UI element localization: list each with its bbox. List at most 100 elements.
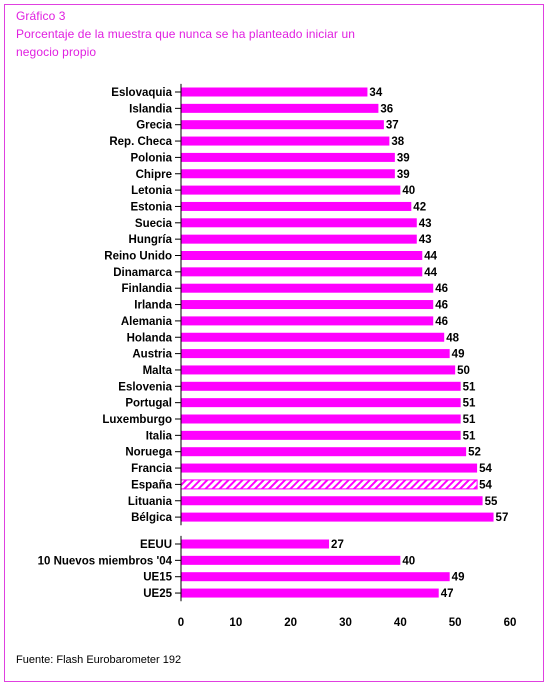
bar-italia (181, 430, 461, 440)
bar-grecia (181, 120, 384, 130)
category-label-hungria: Hungría (129, 234, 173, 246)
bar-francia (181, 463, 478, 473)
x-tick-label-0: 0 (178, 617, 184, 629)
category-label-malta: Malta (143, 365, 173, 377)
category-label-lituania: Lituania (128, 496, 173, 508)
value-label-chipre: 39 (397, 169, 410, 181)
x-tick-label-50: 50 (449, 617, 462, 629)
category-label-noruega: Noruega (125, 447, 172, 459)
category-label-grecia: Grecia (136, 120, 172, 132)
bar-eeuu (181, 539, 330, 549)
chart-title-line-1: Porcentaje de la muestra que nunca se ha… (16, 27, 355, 41)
bar-suecia (181, 218, 417, 228)
x-tick-label-60: 60 (504, 617, 517, 629)
bar-finlandia (181, 283, 434, 293)
value-label-eslovaquia: 34 (369, 87, 382, 99)
value-label-francia: 54 (479, 463, 492, 475)
bar-10-nuevos-miembros-04 (181, 555, 401, 565)
bar-malta (181, 365, 456, 375)
bar-eslovaquia (181, 87, 368, 97)
x-tick-label-20: 20 (284, 617, 297, 629)
category-label-belgica: Bélgica (131, 512, 173, 524)
value-label-finlandia: 46 (435, 283, 448, 295)
value-label-eeuu: 27 (331, 539, 344, 551)
category-label-holanda: Holanda (127, 332, 173, 344)
value-label-espana: 54 (479, 479, 492, 491)
category-label-eeuu: EEUU (140, 539, 172, 551)
bar-austria (181, 349, 450, 359)
value-label-alemania: 46 (435, 316, 448, 328)
value-label-islandia: 36 (380, 103, 393, 115)
chart-frame (4, 4, 544, 682)
category-label-portugal: Portugal (125, 398, 172, 410)
value-label-10-nuevos-miembros-04: 40 (402, 555, 415, 567)
value-label-irlanda: 46 (435, 300, 448, 312)
category-label-polonia: Polonia (130, 152, 172, 164)
bar-estonia (181, 201, 412, 211)
category-label-irlanda: Irlanda (134, 300, 172, 312)
category-label-eslovaquia: Eslovaquia (111, 87, 172, 99)
category-label-rep-checa: Rep. Checa (109, 136, 172, 148)
value-label-estonia: 42 (413, 201, 426, 213)
category-label-finlandia: Finlandia (122, 283, 173, 295)
value-label-grecia: 37 (386, 120, 399, 132)
bar-letonia (181, 185, 401, 195)
value-labels: 34 36 37 38 39 39 40 42 43 43 44 44 46 46 46 48 49 50 51 51… (331, 87, 508, 600)
value-label-portugal: 51 (463, 398, 476, 410)
category-labels: Eslovaquia Islandia Grecia Rep. Checa Poloni… (38, 87, 173, 600)
y-axis (175, 83, 182, 602)
value-label-ue25: 47 (441, 588, 454, 600)
value-label-suecia: 43 (419, 218, 432, 230)
category-label-suecia: Suecia (135, 218, 173, 230)
bar-noruega (181, 447, 467, 457)
bar-hungria (181, 234, 417, 244)
bar-dinamarca (181, 267, 423, 277)
value-label-eslovenia: 51 (463, 381, 476, 393)
bar-eslovenia (181, 381, 461, 391)
value-label-lituania: 55 (485, 496, 498, 508)
category-label-dinamarca: Dinamarca (113, 267, 172, 279)
value-label-malta: 50 (457, 365, 470, 377)
value-label-dinamarca: 44 (424, 267, 437, 279)
bar-reino-unido (181, 251, 423, 260)
bar-alemania (181, 316, 434, 326)
value-label-rep-checa: 38 (391, 136, 404, 148)
value-label-luxemburgo: 51 (463, 414, 476, 426)
category-label-espana: España (131, 479, 173, 491)
bar-group (180, 87, 494, 598)
category-label-estonia: Estonia (130, 201, 172, 213)
bar-ue15 (181, 572, 450, 582)
source-note: Fuente: Flash Eurobarometer 192 (16, 654, 182, 666)
value-label-letonia: 40 (402, 185, 415, 197)
value-label-holanda: 48 (446, 332, 459, 344)
category-label-reino-unido: Reino Unido (104, 251, 172, 263)
chart-title-line-2: negocio propio (16, 45, 97, 59)
bar-espana (180, 479, 478, 490)
category-label-luxemburgo: Luxemburgo (102, 414, 172, 426)
value-label-noruega: 52 (468, 447, 481, 459)
bar-islandia (181, 103, 379, 113)
value-label-italia: 51 (463, 430, 476, 442)
category-label-chipre: Chipre (136, 169, 172, 181)
bar-lituania (181, 496, 483, 506)
category-label-ue25: UE25 (143, 588, 172, 600)
bar-chipre (181, 169, 395, 179)
bar-rep-checa (181, 136, 390, 146)
bar-holanda (181, 332, 445, 342)
value-label-polonia: 39 (397, 152, 410, 164)
chart-label: Gráfico 3 (16, 9, 66, 23)
value-label-austria: 49 (452, 349, 465, 361)
bar-ue25 (181, 588, 439, 598)
value-label-belgica: 57 (496, 512, 509, 524)
category-label-letonia: Letonia (131, 185, 172, 197)
x-tick-label-10: 10 (229, 617, 242, 629)
category-label-islandia: Islandia (129, 103, 172, 115)
category-label-ue15: UE15 (143, 572, 172, 584)
x-tick-label-30: 30 (339, 617, 352, 629)
value-label-hungria: 43 (419, 234, 432, 246)
bar-belgica (181, 512, 494, 522)
category-label-eslovenia: Eslovenia (118, 381, 172, 393)
bar-portugal (181, 398, 461, 408)
category-label-10-nuevos-miembros-04: 10 Nuevos miembros '04 (38, 555, 173, 567)
